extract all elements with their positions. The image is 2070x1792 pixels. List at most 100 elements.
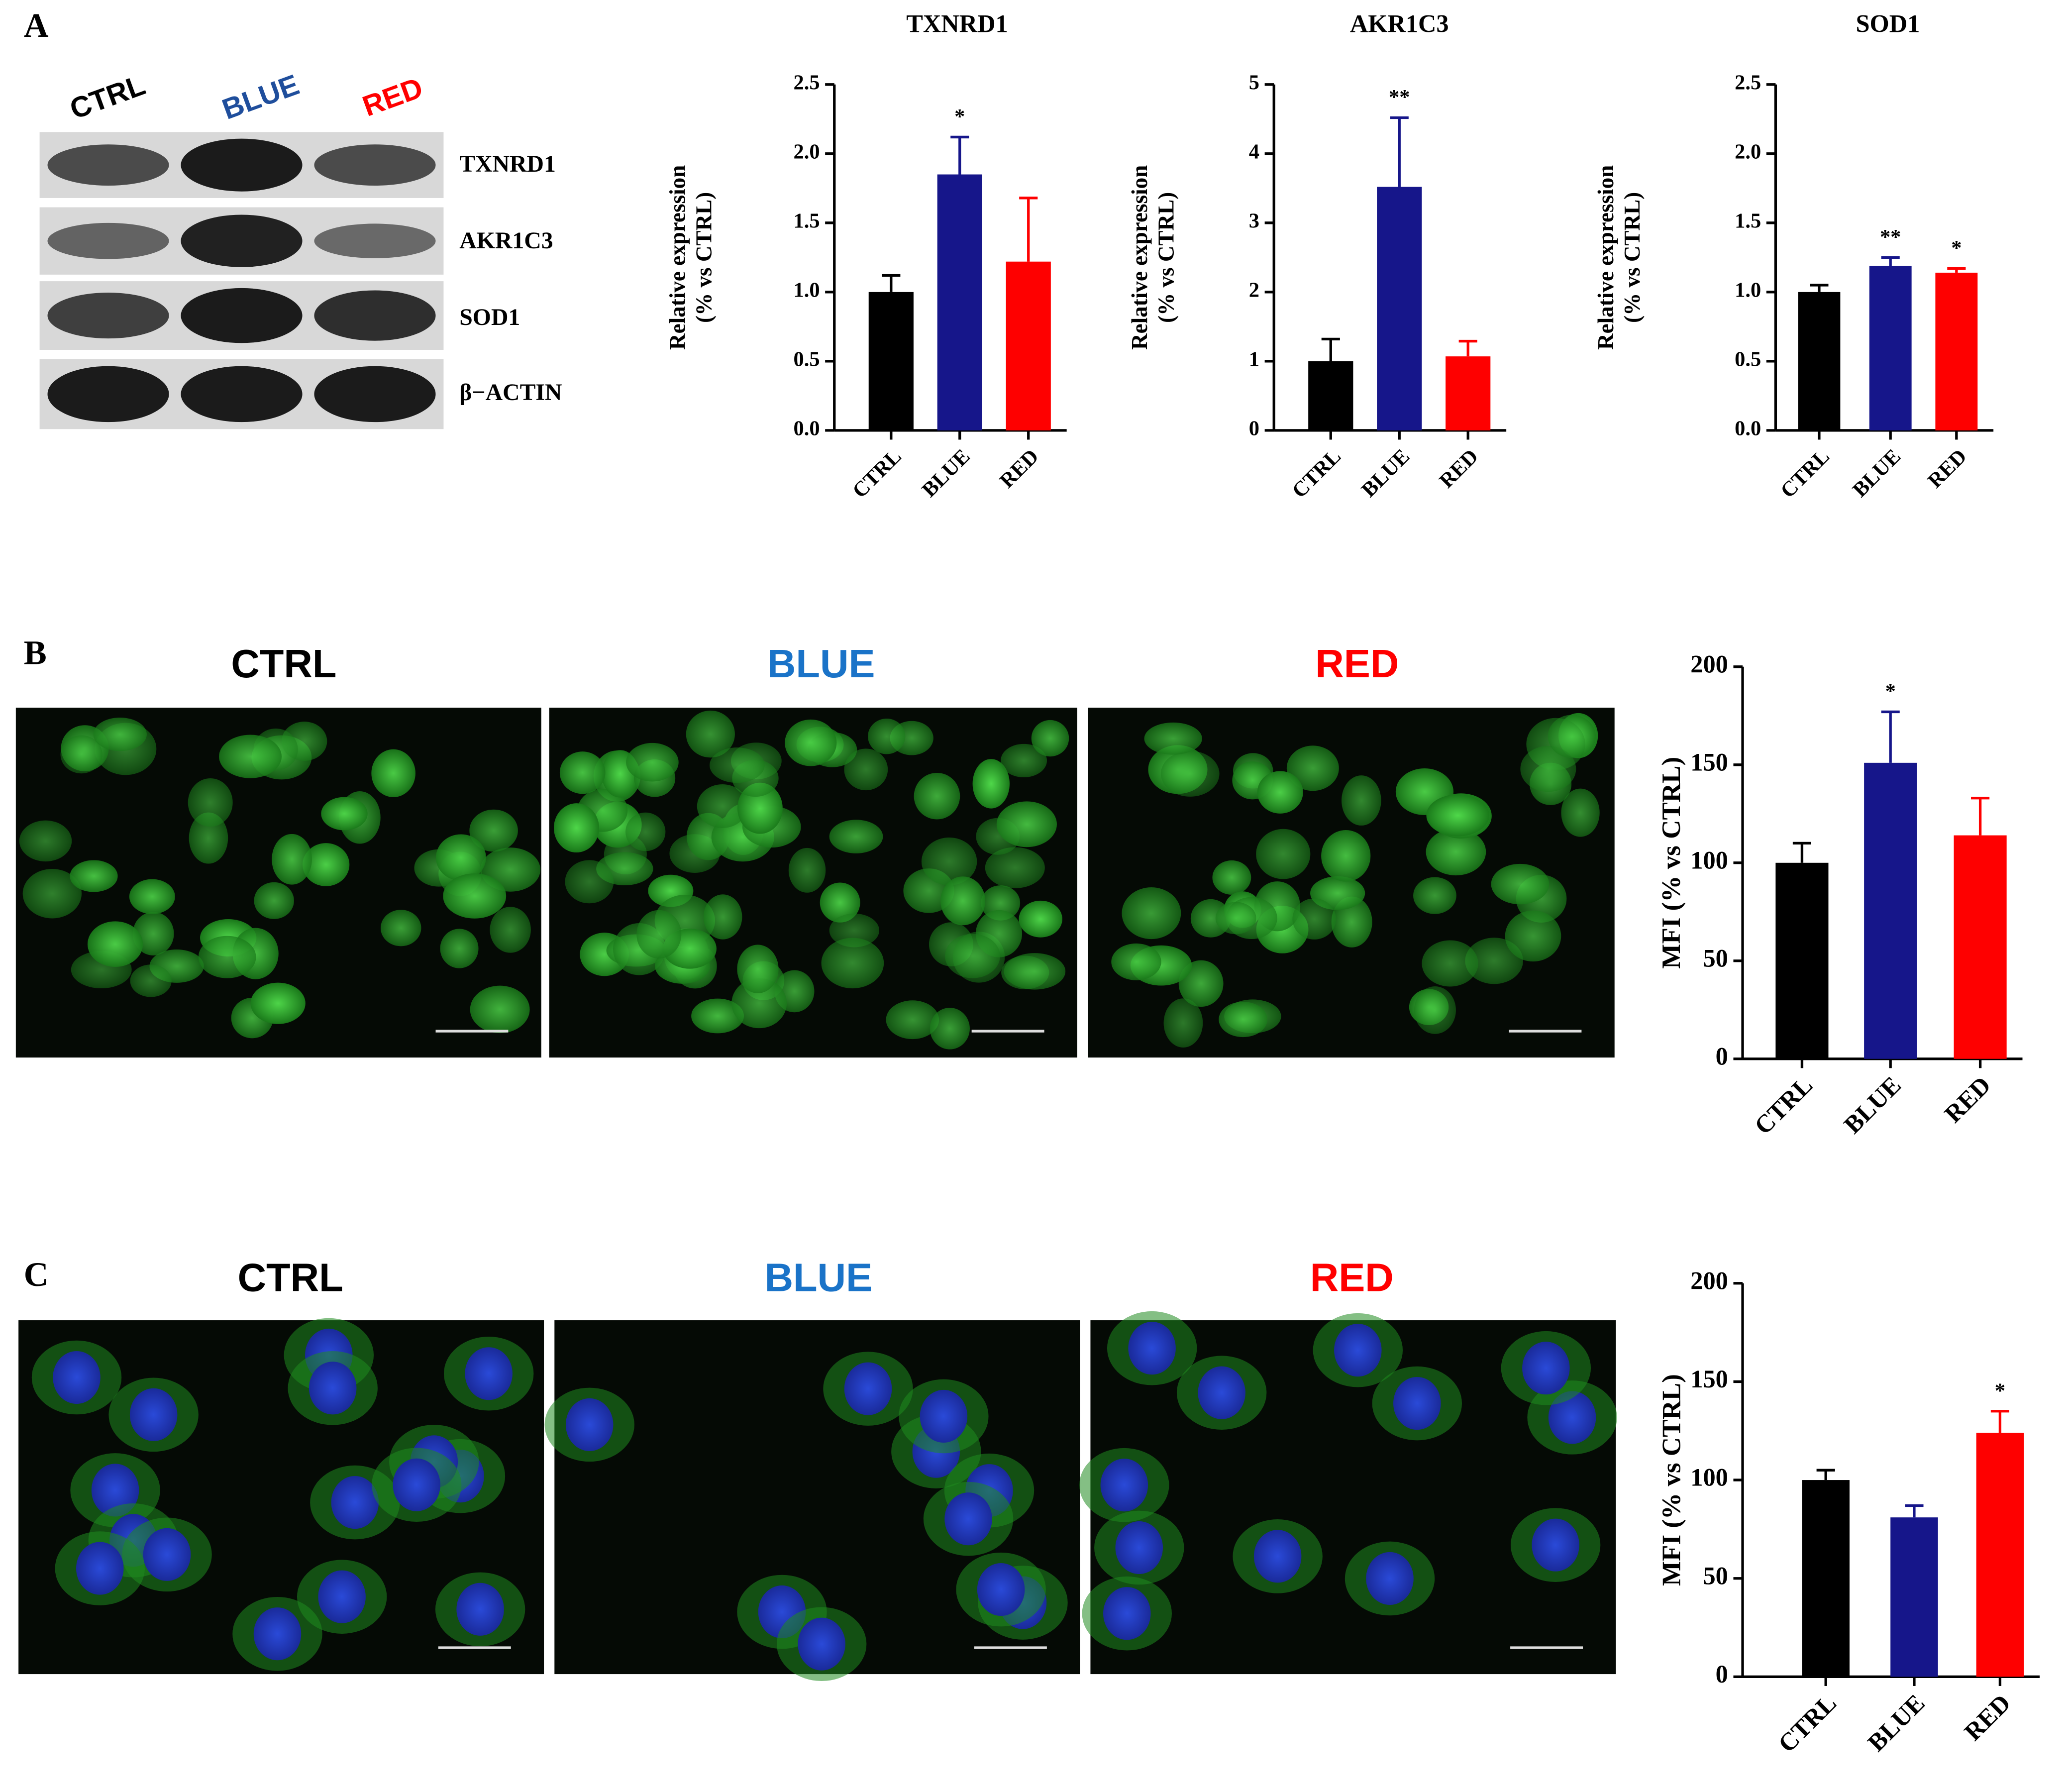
cell (440, 929, 479, 968)
cell (22, 868, 82, 919)
cell (785, 719, 837, 766)
x-tick-label: CTRL (1749, 1071, 1818, 1140)
cell (626, 742, 679, 782)
nucleus (76, 1542, 124, 1595)
y-tick-label: 100 (1690, 846, 1728, 874)
image-label: BLUE (765, 1256, 873, 1300)
x-tick-label: RED (1923, 444, 1971, 493)
nucleus (1334, 1324, 1382, 1377)
chart-title: TXNRD1 (906, 10, 1008, 38)
band-label: TXNRD1 (459, 151, 556, 177)
cell (1561, 788, 1600, 837)
cell (132, 912, 174, 955)
cell (554, 803, 599, 853)
y-axis-label: (% vs CTRL) (1620, 192, 1645, 323)
nucleus (318, 1570, 366, 1623)
cell (821, 938, 884, 989)
nucleus (393, 1458, 440, 1511)
cell (188, 778, 233, 827)
cell (697, 784, 748, 828)
cell (972, 759, 1010, 809)
nucleus (456, 1582, 504, 1636)
image-label: RED (1315, 641, 1399, 686)
nucleus (1532, 1518, 1579, 1572)
y-tick-label: 2.5 (1735, 71, 1761, 95)
nucleus (1128, 1322, 1176, 1375)
cell (219, 735, 282, 778)
cell (1465, 938, 1523, 984)
western-blot: CTRL BLUE RED TXNRD1 AKR1C3 SOD1 β−ACTIN (39, 68, 562, 429)
y-tick-label: 0.0 (794, 417, 820, 440)
band-label: SOD1 (459, 304, 520, 330)
cell (272, 834, 312, 885)
cell (868, 718, 906, 754)
blot-band (181, 366, 303, 422)
y-tick-label: 200 (1690, 1266, 1728, 1294)
image-label: CTRL (231, 641, 336, 686)
nucleus (1522, 1342, 1570, 1395)
bar (1798, 292, 1841, 430)
y-tick-label: 1.5 (794, 210, 820, 233)
bar (937, 174, 982, 430)
cell (60, 735, 103, 774)
cell (1019, 900, 1062, 938)
x-tick-label: BLUE (1848, 444, 1905, 502)
nucleus (309, 1362, 357, 1415)
cell (636, 910, 682, 959)
cell (1004, 953, 1066, 990)
nucleus (253, 1607, 302, 1661)
cell (1520, 745, 1576, 792)
cell (1286, 745, 1339, 791)
y-tick-label: 0.0 (1735, 417, 1761, 440)
cell (1256, 829, 1311, 879)
y-tick-label: 150 (1690, 748, 1728, 776)
y-tick-label: 5 (1249, 71, 1259, 95)
y-axis-label: Relative expression (1593, 165, 1618, 350)
cell (19, 820, 72, 862)
cell (921, 837, 977, 886)
x-tick-label: CTRL (1288, 444, 1346, 503)
cell (625, 812, 666, 851)
x-tick-label: CTRL (1772, 1688, 1842, 1758)
cell (844, 748, 888, 791)
x-tick-label: BLUE (1862, 1688, 1930, 1757)
cell (914, 772, 960, 820)
cell (559, 751, 606, 794)
y-tick-label: 2.5 (794, 71, 820, 95)
bar (1976, 1433, 2024, 1677)
blot-band (314, 144, 436, 186)
bar (1377, 187, 1422, 430)
y-tick-label: 1.5 (1735, 210, 1761, 233)
cell (250, 982, 306, 1024)
cell (1413, 877, 1456, 914)
cell (886, 1000, 939, 1040)
nucleus (1198, 1366, 1245, 1419)
cell (1001, 743, 1047, 778)
cell (930, 1008, 970, 1050)
image-label: BLUE (767, 641, 875, 686)
cell (1212, 860, 1251, 895)
y-axis-label: (% vs CTRL) (692, 192, 717, 323)
x-tick-label: RED (995, 444, 1043, 493)
bar (1308, 361, 1353, 430)
y-axis-label: MFI (% vs CTRL) (1657, 757, 1686, 969)
significance-label: * (1885, 680, 1896, 703)
cell (1144, 722, 1202, 755)
significance-label: * (1951, 236, 1962, 260)
cell (470, 985, 530, 1034)
nucleus (1548, 1391, 1596, 1444)
nucleus (465, 1347, 513, 1400)
blot-band (47, 144, 169, 186)
blot-band (314, 366, 436, 422)
nucleus (129, 1388, 178, 1441)
cell (371, 749, 415, 797)
cell (130, 964, 172, 997)
bar (868, 292, 914, 430)
blot-band (181, 138, 303, 192)
y-tick-label: 0 (1249, 417, 1259, 440)
band-label: AKR1C3 (459, 227, 553, 254)
cell (686, 710, 735, 758)
cell (1122, 887, 1181, 940)
cell (829, 820, 883, 853)
blot-band (47, 222, 169, 259)
